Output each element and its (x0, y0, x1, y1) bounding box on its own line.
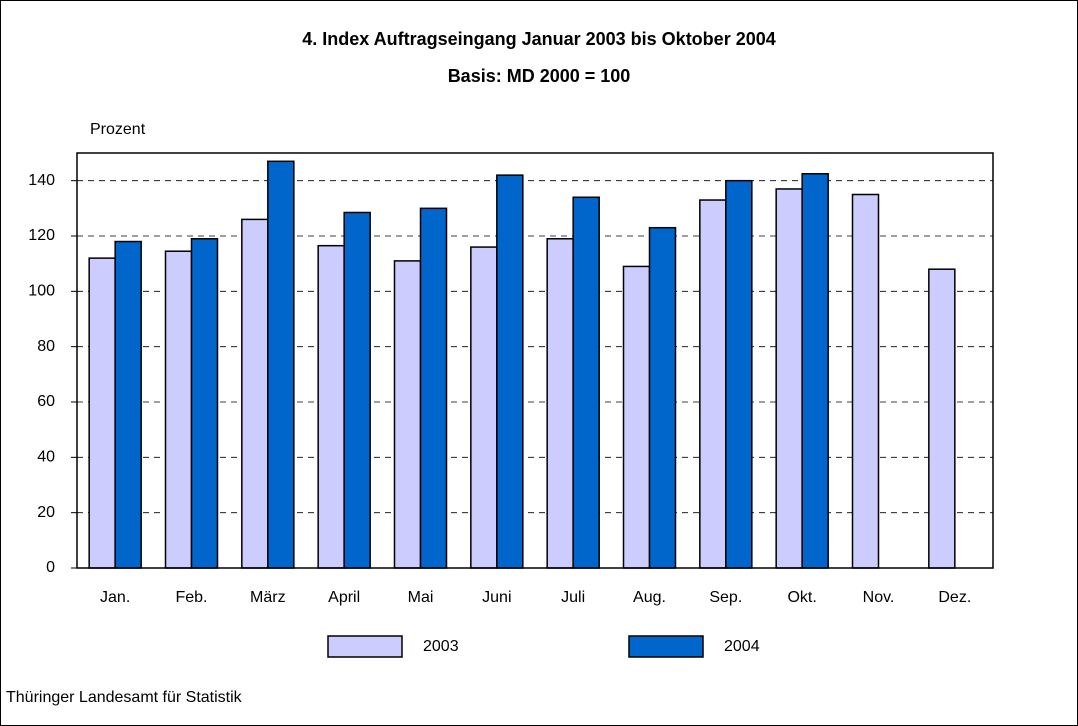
bar (393, 260, 422, 569)
legend-swatch (628, 635, 704, 658)
legend-swatch (327, 635, 403, 658)
legend-label: 2003 (423, 638, 459, 655)
plot-border (76, 152, 994, 569)
x-tick-label: Dez. (938, 589, 971, 606)
bar (267, 160, 295, 569)
x-tick-label: Nov. (863, 589, 895, 606)
x-tick-label: Jan. (100, 589, 130, 606)
bar (851, 193, 880, 569)
bar (343, 211, 371, 569)
x-tick-label: Mai (408, 589, 434, 606)
bar (801, 173, 829, 569)
bar (725, 179, 753, 569)
bar (775, 188, 803, 569)
y-tick-label: 20 (37, 504, 55, 521)
bar (241, 218, 269, 569)
legend-label: 2004 (724, 638, 760, 655)
x-tick-label: Juni (482, 589, 511, 606)
bar (190, 238, 219, 569)
x-tick-label: April (328, 589, 360, 606)
x-tick-label: Okt. (787, 589, 816, 606)
y-tick-label: 120 (28, 227, 55, 244)
bar (419, 207, 448, 569)
bar (928, 268, 956, 569)
bar (622, 265, 651, 569)
y-tick-label: 0 (46, 559, 55, 576)
y-tick-label: 40 (37, 449, 55, 466)
bar (496, 174, 524, 569)
plot-area (77, 153, 993, 568)
x-tick-label: Juli (561, 589, 585, 606)
bar (164, 250, 193, 569)
x-tick-label: März (250, 589, 286, 606)
bar (699, 199, 727, 569)
chart-subtitle: Basis: MD 2000 = 100 (448, 66, 631, 86)
bar (470, 246, 498, 569)
y-tick-label: 100 (28, 283, 55, 300)
bar (114, 240, 142, 569)
bar (572, 196, 600, 569)
bar (317, 244, 345, 569)
source: Thüringer Landesamt für Statistik (6, 689, 243, 706)
y-tick-label: 80 (37, 338, 55, 355)
y-axis-label: Prozent (90, 121, 146, 138)
y-tick-label: 60 (37, 393, 55, 410)
chart-title: 4. Index Auftragseingang Januar 2003 bis… (302, 29, 776, 49)
bar (546, 238, 574, 569)
x-tick-label: Aug. (633, 589, 666, 606)
y-tick-label: 140 (28, 172, 55, 189)
x-tick-label: Sep. (709, 589, 742, 606)
bar (88, 257, 116, 569)
x-tick-label: Feb. (175, 589, 207, 606)
bar (648, 226, 677, 569)
